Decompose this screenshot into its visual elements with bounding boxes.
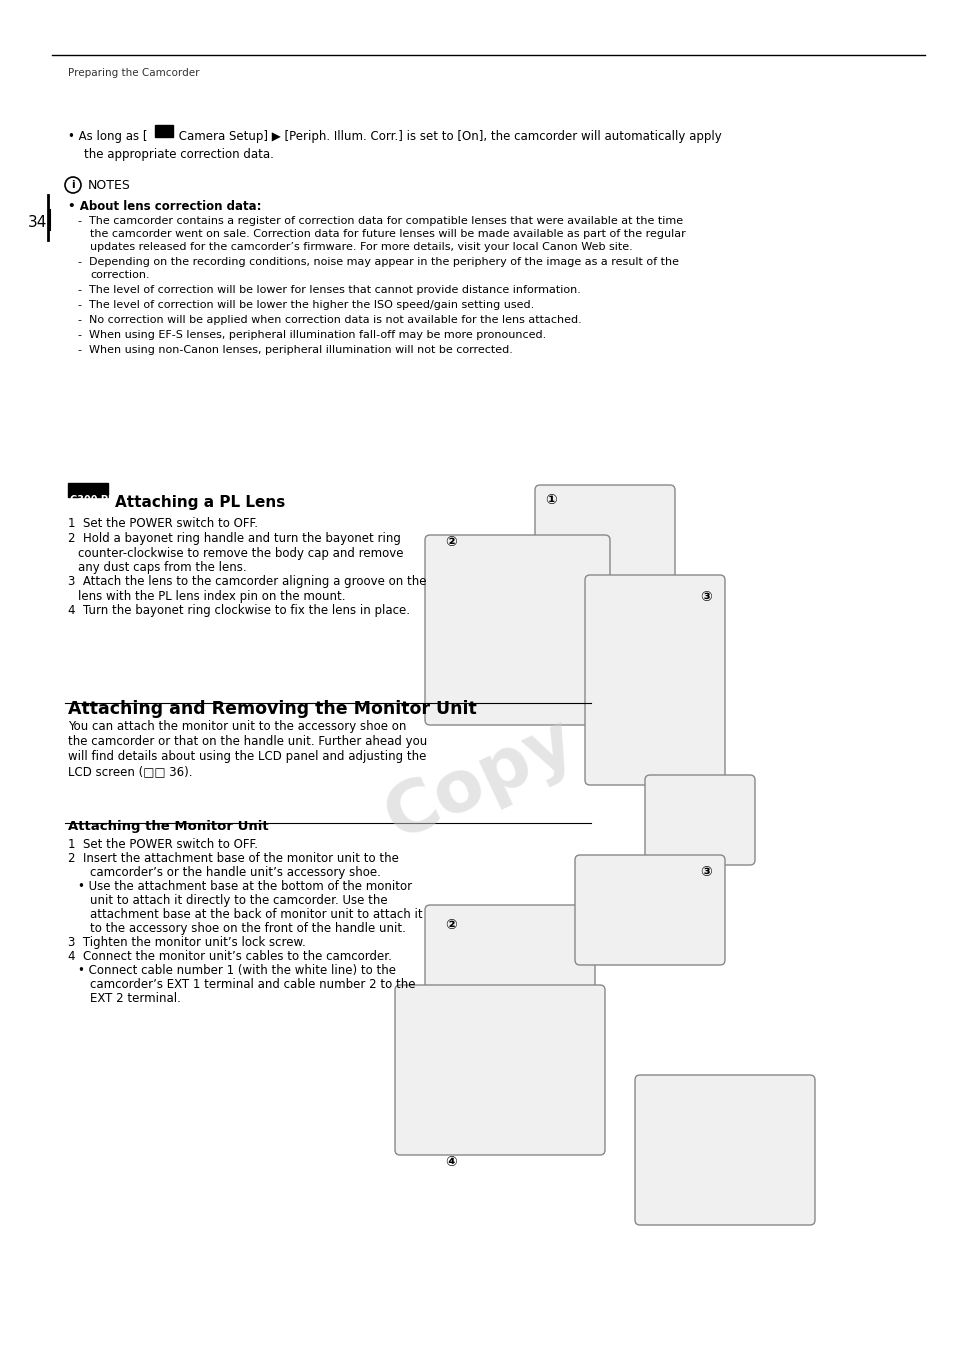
Text: 3  Attach the lens to the camcorder aligning a groove on the: 3 Attach the lens to the camcorder align… (68, 576, 426, 588)
FancyBboxPatch shape (535, 485, 675, 594)
Text: ④: ④ (444, 1155, 456, 1169)
FancyBboxPatch shape (644, 775, 754, 865)
Text: attachment base at the back of monitor unit to attach it: attachment base at the back of monitor u… (90, 909, 422, 921)
FancyBboxPatch shape (635, 1074, 814, 1225)
Text: any dust caps from the lens.: any dust caps from the lens. (78, 561, 247, 574)
Text: • Connect cable number 1 (with the white line) to the: • Connect cable number 1 (with the white… (78, 964, 395, 977)
Text: LCD screen (□□ 36).: LCD screen (□□ 36). (68, 766, 193, 778)
FancyBboxPatch shape (575, 855, 724, 965)
Text: -  When using EF-S lenses, peripheral illumination fall-off may be more pronounc: - When using EF-S lenses, peripheral ill… (78, 330, 546, 340)
Text: 1  Set the POWER switch to OFF.: 1 Set the POWER switch to OFF. (68, 518, 257, 530)
Text: EXT 2 terminal.: EXT 2 terminal. (90, 992, 181, 1006)
Text: i: i (71, 181, 74, 190)
Text: 2  Insert the attachment base of the monitor unit to the: 2 Insert the attachment base of the moni… (68, 852, 398, 865)
Text: ②: ② (444, 918, 456, 931)
Text: You can attach the monitor unit to the accessory shoe on: You can attach the monitor unit to the a… (68, 720, 406, 733)
Text: will find details about using the LCD panel and adjusting the: will find details about using the LCD pa… (68, 749, 426, 763)
Text: Attaching a PL Lens: Attaching a PL Lens (115, 495, 285, 510)
Text: lens with the PL lens index pin on the mount.: lens with the PL lens index pin on the m… (78, 590, 345, 603)
Text: unit to attach it directly to the camcorder. Use the: unit to attach it directly to the camcor… (90, 894, 387, 907)
Text: NOTES: NOTES (88, 179, 131, 191)
Bar (154, 125, 172, 137)
Text: camcorder’s EXT 1 terminal and cable number 2 to the: camcorder’s EXT 1 terminal and cable num… (90, 979, 416, 991)
Text: -  Depending on the recording conditions, noise may appear in the periphery of t: - Depending on the recording conditions,… (78, 257, 679, 267)
Text: -  When using non-Canon lenses, peripheral illumination will not be corrected.: - When using non-Canon lenses, periphera… (78, 345, 513, 355)
Text: • About lens correction data:: • About lens correction data: (68, 200, 261, 213)
Text: C300 PL: C300 PL (70, 495, 114, 506)
Text: ③: ③ (700, 865, 711, 879)
Text: the appropriate correction data.: the appropriate correction data. (84, 148, 274, 160)
FancyBboxPatch shape (395, 985, 604, 1155)
Text: Copy: Copy (374, 706, 585, 853)
Text: Preparing the Camcorder: Preparing the Camcorder (68, 67, 199, 78)
Text: • As long as [: • As long as [ (68, 129, 148, 143)
Text: camcorder’s or the handle unit’s accessory shoe.: camcorder’s or the handle unit’s accesso… (90, 865, 380, 879)
Text: to the accessory shoe on the front of the handle unit.: to the accessory shoe on the front of th… (90, 922, 405, 936)
Text: Attaching the Monitor Unit: Attaching the Monitor Unit (68, 820, 269, 833)
Text: 3  Tighten the monitor unit’s lock screw.: 3 Tighten the monitor unit’s lock screw. (68, 936, 305, 949)
Text: ②: ② (444, 535, 456, 549)
Text: • Use the attachment base at the bottom of the monitor: • Use the attachment base at the bottom … (78, 880, 412, 892)
Text: the camcorder or that on the handle unit. Further ahead you: the camcorder or that on the handle unit… (68, 735, 427, 748)
FancyBboxPatch shape (424, 535, 609, 725)
Text: 4  Turn the bayonet ring clockwise to fix the lens in place.: 4 Turn the bayonet ring clockwise to fix… (68, 604, 410, 617)
Text: -  The level of correction will be lower for lenses that cannot provide distance: - The level of correction will be lower … (78, 284, 580, 295)
Text: 1  Set the POWER switch to OFF.: 1 Set the POWER switch to OFF. (68, 838, 257, 851)
Bar (68, 483, 108, 497)
Text: -  The level of correction will be lower the higher the ISO speed/gain setting u: - The level of correction will be lower … (78, 301, 534, 310)
Text: 4  Connect the monitor unit’s cables to the camcorder.: 4 Connect the monitor unit’s cables to t… (68, 950, 392, 962)
Text: -  The camcorder contains a register of correction data for compatible lenses th: - The camcorder contains a register of c… (78, 216, 682, 226)
Text: 34: 34 (28, 214, 48, 231)
Text: Attaching and Removing the Monitor Unit: Attaching and Removing the Monitor Unit (68, 700, 476, 718)
Text: Camera Setup] ▶ [Periph. Illum. Corr.] is set to [On], the camcorder will automa: Camera Setup] ▶ [Periph. Illum. Corr.] i… (174, 129, 721, 143)
Text: 2  Hold a bayonet ring handle and turn the bayonet ring: 2 Hold a bayonet ring handle and turn th… (68, 532, 400, 545)
Text: the camcorder went on sale. Correction data for future lenses will be made avail: the camcorder went on sale. Correction d… (90, 229, 685, 239)
FancyBboxPatch shape (584, 576, 724, 785)
FancyBboxPatch shape (424, 905, 595, 1015)
Text: -  No correction will be applied when correction data is not available for the l: - No correction will be applied when cor… (78, 315, 581, 325)
Text: updates released for the camcorder’s firmware. For more details, visit your loca: updates released for the camcorder’s fir… (90, 243, 632, 252)
Text: correction.: correction. (90, 270, 150, 280)
Text: ①: ① (544, 493, 557, 507)
Text: counter-clockwise to remove the body cap and remove: counter-clockwise to remove the body cap… (78, 547, 403, 559)
Text: ③: ③ (700, 590, 711, 604)
